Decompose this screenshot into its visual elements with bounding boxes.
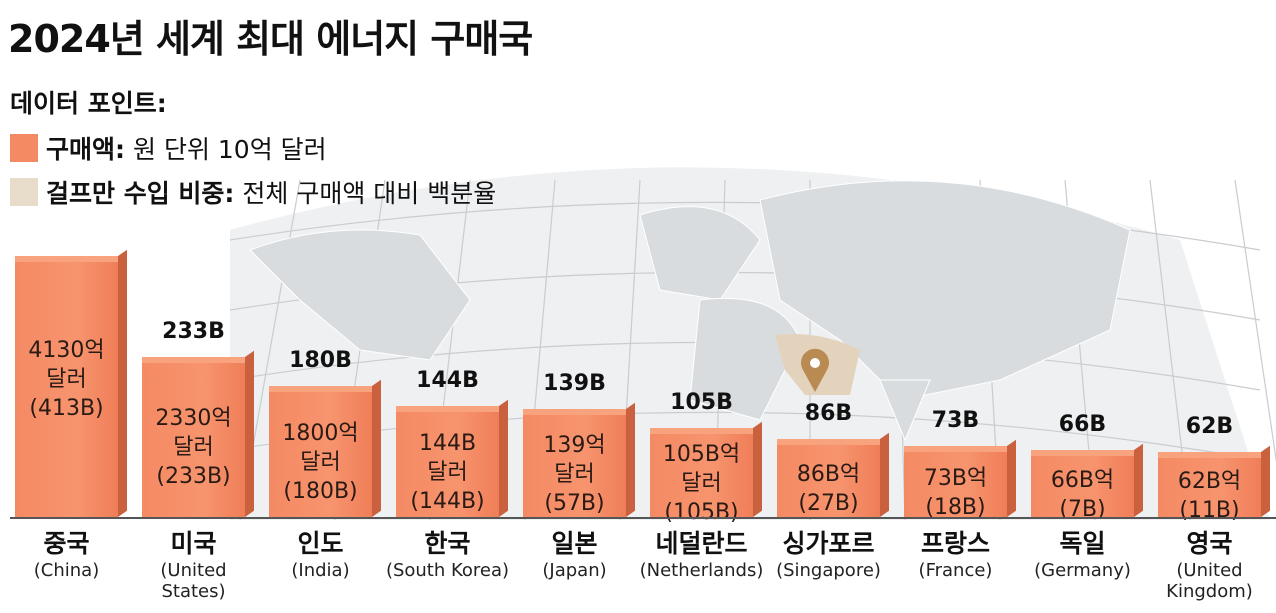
category-label-korean: 독일 bbox=[1059, 529, 1106, 558]
bar-value-label: 139B bbox=[543, 371, 606, 397]
bar-inner-label: 66B억 (7B) bbox=[1050, 467, 1115, 522]
bar: 139억 달러 (57B) bbox=[523, 409, 626, 517]
x-axis-baseline bbox=[10, 517, 1276, 519]
bar-value-label: 66B bbox=[1058, 412, 1107, 438]
category-label-korean: 네덜란드 bbox=[655, 529, 748, 558]
category-label-korean: 싱가포르 bbox=[782, 529, 875, 558]
legend-key: 걸프만 수입 비중: bbox=[46, 179, 235, 208]
category-label-english: (South Korea) bbox=[385, 560, 510, 581]
bar-value-label: 62B bbox=[1185, 414, 1234, 440]
category-label: 한국 (South Korea) bbox=[378, 524, 518, 581]
category-label-korean: 중국 bbox=[43, 529, 90, 558]
category-label-korean: 영국 bbox=[1186, 529, 1233, 558]
bar: 1800억 달러 (180B) bbox=[269, 386, 372, 517]
bar-inner-label: 62B억 (11B) bbox=[1177, 468, 1242, 523]
bar-value-label: 86B bbox=[804, 400, 853, 426]
category-label: 일본 (Japan) bbox=[505, 524, 645, 581]
bar: 62B억 (11B) bbox=[1158, 452, 1261, 523]
category-label-english: (Singapore) bbox=[776, 560, 881, 581]
legend-item-gulf-share: 걸프만 수입 비중: 전체 구매액 대비 백분율 bbox=[10, 174, 496, 210]
legend-heading: 데이터 포인트: bbox=[10, 89, 167, 118]
bar-value-label: 105B bbox=[670, 390, 733, 416]
bar-value-label: 180B bbox=[289, 348, 352, 374]
bar-value-label: 144B bbox=[416, 368, 479, 394]
category-label-english: (United Kingdom) bbox=[1166, 560, 1253, 602]
category-label-korean: 미국 bbox=[170, 529, 217, 558]
bar: 2330억 달러 (233B) bbox=[142, 356, 245, 517]
legend-key: 구매액: bbox=[46, 135, 125, 164]
category-label-english: (Netherlands) bbox=[639, 560, 764, 581]
category-label: 중국 (China) bbox=[0, 524, 137, 581]
bar-inner-label: 1800억 달러 (180B) bbox=[282, 421, 359, 505]
category-label: 네덜란드 (Netherlands) bbox=[632, 524, 772, 581]
bar-inner-label: 2330억 달러 (233B) bbox=[155, 406, 232, 490]
category-label-korean: 프랑스 bbox=[920, 529, 990, 558]
pin-icon bbox=[800, 348, 829, 392]
legend-desc: 전체 구매액 대비 백분율 bbox=[242, 179, 497, 208]
category-label: 미국 (United States) bbox=[124, 524, 264, 602]
legend-desc: 원 단위 10억 달러 bbox=[133, 135, 327, 164]
bar-inner-label: 144B 달러 (144B) bbox=[410, 431, 485, 515]
page-title: 2024년 세계 최대 에너지 구매국 bbox=[8, 17, 533, 61]
bar: 4130억 달러 (413B) bbox=[15, 255, 118, 517]
category-label-english: (United States) bbox=[160, 560, 227, 602]
bar-inner-label: 139억 달러 (57B) bbox=[543, 432, 606, 516]
bar: 66B억 (7B) bbox=[1031, 450, 1134, 522]
category-label-korean: 인도 bbox=[297, 529, 344, 558]
bar-value-label: 73B bbox=[931, 408, 980, 434]
legend-swatch bbox=[10, 178, 38, 206]
legend-swatch bbox=[10, 134, 38, 162]
legend-item-purchase: 구매액: 원 단위 10억 달러 bbox=[10, 130, 327, 166]
bar: 105B억 달러 (105B) bbox=[650, 428, 753, 525]
bar-inner-label: 4130억 달러 (413B) bbox=[28, 337, 105, 421]
category-label-english: (Japan) bbox=[542, 560, 607, 581]
bar: 144B 달러 (144B) bbox=[396, 406, 499, 517]
bar: 86B억 (27B) bbox=[777, 438, 880, 517]
category-label-english: (Germany) bbox=[1034, 560, 1131, 581]
category-label: 독일 (Germany) bbox=[1013, 524, 1153, 581]
category-label-korean: 한국 bbox=[424, 529, 471, 558]
category-label: 인도 (India) bbox=[251, 524, 391, 581]
bar: 73B억 (18B) bbox=[904, 446, 1007, 520]
bar-value-label: 233B bbox=[162, 318, 225, 344]
category-label: 프랑스 (France) bbox=[886, 524, 1026, 581]
category-label: 싱가포르 (Singapore) bbox=[759, 524, 899, 581]
category-label-english: (India) bbox=[291, 560, 350, 581]
bar-inner-label: 73B억 (18B) bbox=[923, 465, 988, 520]
category-label-english: (France) bbox=[918, 560, 993, 581]
bar-inner-label: 86B억 (27B) bbox=[796, 461, 861, 516]
category-label-korean: 일본 bbox=[551, 529, 598, 558]
bar-inner-label: 105B억 달러 (105B) bbox=[662, 442, 741, 526]
category-label-english: (China) bbox=[33, 560, 100, 581]
category-label: 영국 (United Kingdom) bbox=[1140, 524, 1276, 602]
